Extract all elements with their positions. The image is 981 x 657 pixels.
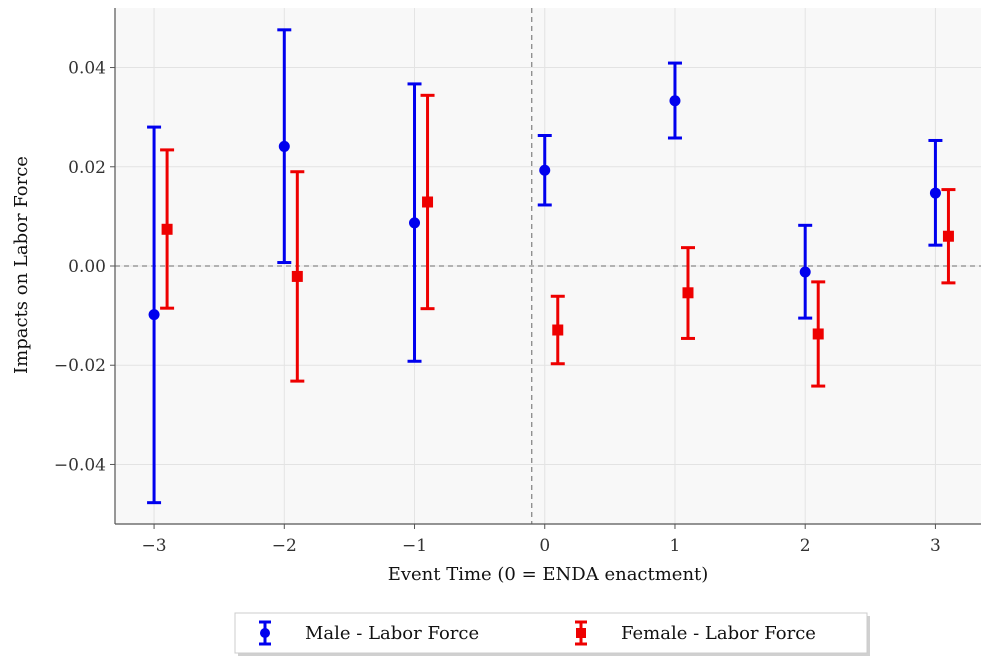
y-axis-label: Impacts on Labor Force xyxy=(11,156,32,374)
series-layer xyxy=(147,28,956,505)
legend-label: Male - Labor Force xyxy=(305,623,479,644)
legend-label: Female - Labor Force xyxy=(621,623,816,644)
legend-entry-male: Male - Labor Force xyxy=(259,620,479,646)
legend-marker xyxy=(260,628,270,638)
x-tick-label: −1 xyxy=(402,536,427,556)
x-tick-label: 3 xyxy=(930,536,941,556)
reference-lines xyxy=(115,8,981,524)
data-point xyxy=(942,230,954,242)
data-point xyxy=(539,164,551,176)
x-axis-label: Event Time (0 = ENDA enactment) xyxy=(388,564,709,585)
data-point xyxy=(682,287,694,299)
data-point xyxy=(148,309,160,321)
data-point xyxy=(812,328,824,340)
x-tick-label: −3 xyxy=(142,536,167,556)
data-point xyxy=(552,324,564,336)
x-tick-label: 2 xyxy=(800,536,811,556)
y-tick-label: 0.02 xyxy=(68,158,106,178)
data-point xyxy=(669,95,681,107)
data-point xyxy=(422,196,434,208)
y-tick-label: −0.04 xyxy=(54,455,106,475)
legend-box xyxy=(234,612,868,654)
data-point xyxy=(161,223,173,235)
data-point xyxy=(409,217,421,229)
data-point xyxy=(929,187,941,199)
x-tick-label: 1 xyxy=(670,536,681,556)
legend-marker xyxy=(576,628,586,638)
x-axis-ticks: −3 −2 −1 0 1 2 3 xyxy=(142,524,941,556)
data-point xyxy=(278,140,290,152)
y-tick-label: 0.00 xyxy=(68,257,106,277)
data-point xyxy=(799,266,811,278)
series-male xyxy=(147,28,943,505)
legend-entry-female: Female - Labor Force xyxy=(575,620,816,646)
y-axis-ticks: −0.04 −0.02 0.00 0.02 0.04 xyxy=(54,59,115,475)
y-tick-label: 0.04 xyxy=(68,59,106,79)
x-tick-label: −2 xyxy=(272,536,297,556)
y-tick-label: −0.02 xyxy=(54,356,106,376)
legend: Male - Labor Force Female - Labor Force xyxy=(234,612,870,656)
series-female xyxy=(160,93,956,388)
x-tick-label: 0 xyxy=(539,536,550,556)
data-point xyxy=(291,270,303,282)
